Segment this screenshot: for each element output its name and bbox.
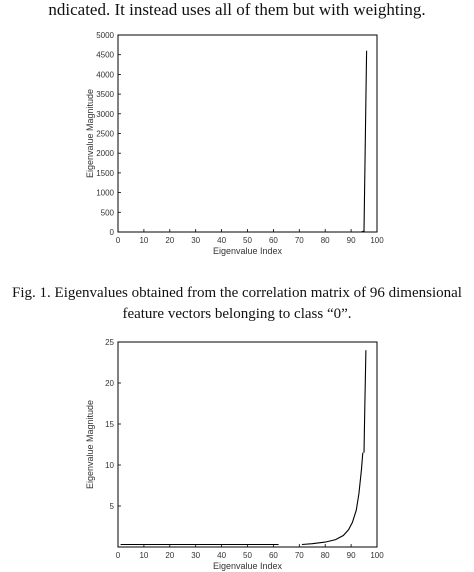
series-line	[301, 452, 364, 546]
figure-caption: Fig. 1. Eigenvalues obtained from the co…	[0, 283, 474, 325]
x-tick-label: 80	[321, 551, 330, 560]
y-tick-label: 2500	[96, 130, 114, 139]
x-tick-label: 90	[347, 236, 356, 245]
x-tick-label: 30	[191, 236, 200, 245]
y-tick-label: 2000	[96, 149, 114, 158]
y-axis-label: Eigenvalue Magnitude	[85, 89, 95, 178]
x-tick-label: 10	[139, 551, 148, 560]
y-tick-label: 1500	[96, 169, 114, 178]
caption-line-2: feature vectors belonging to class “0”.	[122, 306, 352, 322]
x-axis-label: Eigenvalue Index	[213, 561, 283, 571]
x-tick-label: 50	[243, 551, 252, 560]
caption-line-1: Fig. 1. Eigenvalues obtained from the co…	[12, 285, 462, 301]
y-tick-label: 3000	[96, 110, 114, 119]
paragraph-fragment: ndicated. It instead uses all of them bu…	[48, 0, 426, 19]
x-axis-label: Eigenvalue Index	[213, 246, 283, 256]
x-tick-label: 80	[321, 236, 330, 245]
y-axis-label: Eigenvalue Magnitude	[85, 400, 95, 489]
y-tick-label: 25	[105, 338, 114, 347]
x-tick-label: 0	[116, 551, 121, 560]
x-tick-label: 70	[295, 551, 304, 560]
y-tick-label: 1000	[96, 189, 114, 198]
x-tick-label: 10	[139, 236, 148, 245]
y-tick-label: 15	[105, 420, 114, 429]
plot-frame	[117, 34, 378, 233]
x-tick-label: 40	[217, 551, 226, 560]
series-line	[363, 350, 367, 453]
series-line	[120, 50, 368, 233]
x-tick-label: 50	[243, 236, 252, 245]
x-tick-label: 100	[370, 551, 384, 560]
y-tick-label: 4000	[96, 70, 114, 79]
x-tick-label: 40	[217, 236, 226, 245]
x-tick-label: 70	[295, 236, 304, 245]
y-tick-label: 0	[110, 228, 115, 237]
y-tick-label: 4500	[96, 51, 114, 60]
y-tick-label: 3500	[96, 90, 114, 99]
x-tick-label: 30	[191, 551, 200, 560]
x-tick-label: 20	[165, 551, 174, 560]
x-tick-label: 60	[269, 236, 278, 245]
eigenvalue-chart-2: 0 10 20 30 40 50 60 70 80 90 100 5 10 15 20 25 Eigenvalu…	[85, 338, 384, 571]
x-tick-label: 20	[165, 236, 174, 245]
eigenvalue-chart-1: 0 10 20 30 40 50 60 70 80 90 100050010001500200025…	[85, 31, 384, 256]
y-tick-label: 500	[101, 208, 115, 217]
x-tick-label: 100	[370, 236, 384, 245]
y-tick-label: 5000	[96, 31, 114, 40]
y-tick-label: 5	[110, 502, 115, 511]
x-tick-label: 90	[347, 551, 356, 560]
plot-frame	[117, 341, 378, 548]
x-tick-label: 0	[116, 236, 121, 245]
y-tick-label: 20	[105, 379, 114, 388]
x-tick-label: 60	[269, 551, 278, 560]
y-tick-label: 10	[105, 461, 114, 470]
